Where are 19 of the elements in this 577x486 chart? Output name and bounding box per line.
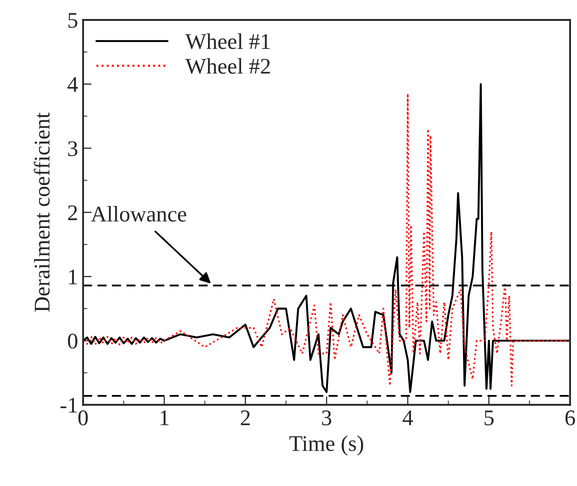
y-tick-label: 1: [69, 270, 77, 284]
y-tick-label: 0: [68, 334, 78, 349]
x-tick-label: 1: [160, 410, 168, 426]
legend-label: Wheel #2: [185, 58, 270, 74]
y-tick-label: 2: [68, 205, 77, 220]
legend-label: Wheel #1: [185, 33, 270, 50]
x-tick-label: 4: [402, 410, 413, 426]
x-tick-label: 6: [565, 410, 575, 426]
x-tick-label: 2: [240, 410, 250, 426]
annotation: Allowance: [90, 206, 186, 222]
x-tick-label: 5: [484, 410, 494, 426]
y-tick-label: 5: [68, 13, 78, 28]
y-tick-label: 3: [68, 141, 78, 156]
y-axis-title: Derailment coefficient: [34, 112, 50, 312]
x-axis-title: Time (s): [289, 435, 364, 456]
x-tick-label: 3: [322, 410, 332, 426]
y-tick-label: 4: [68, 77, 78, 92]
y-tick-label: -1: [60, 398, 77, 413]
x-tick-label: 0: [78, 410, 88, 426]
